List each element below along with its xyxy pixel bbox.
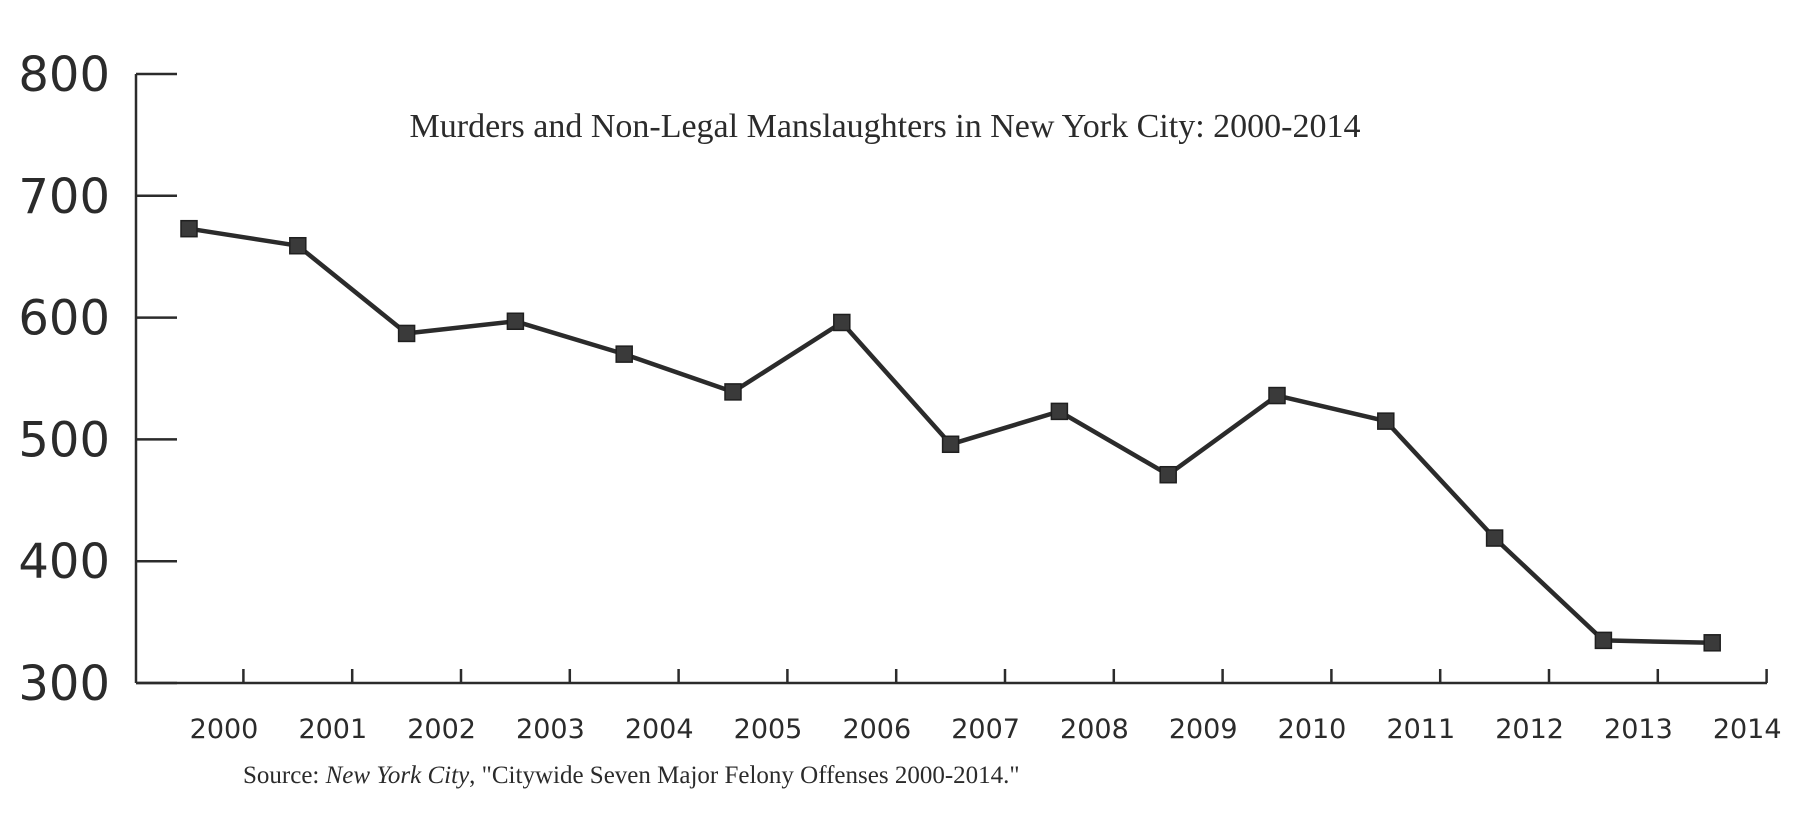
y-tick-group: 300 400 500 600 700 800 [18,47,177,712]
x-tick-label: 2003 [516,714,585,745]
source-suffix: , "Citywide Seven Major Felony Offenses … [469,762,1019,789]
source-note: Source: New York City, "Citywide Seven M… [243,762,1020,789]
x-tick-label: 2002 [407,714,476,745]
y-tick-label: 500 [18,412,110,468]
x-tick-label: 2006 [842,714,911,745]
data-point [1268,386,1286,405]
axes [134,74,1767,685]
source-publisher: New York City [325,762,470,789]
y-tick-label: 400 [18,534,110,590]
data-point [1485,529,1504,547]
x-tick-label: 2014 [1713,714,1782,745]
x-tick-label: 2007 [951,714,1020,745]
data-point [1594,631,1613,650]
data-point [1703,634,1721,652]
data-point [615,345,633,363]
y-tick-label: 700 [18,169,110,225]
x-tick-label: 2008 [1060,714,1129,745]
data-point [1050,402,1069,421]
data-point [724,383,742,401]
data-point [397,324,416,343]
y-tick-label: 800 [18,47,110,103]
x-tick-label: 2009 [1169,714,1238,745]
data-point [506,312,525,331]
x-tick-label: 2010 [1278,714,1347,745]
x-tick-label: 2004 [625,714,694,745]
data-point [941,435,960,454]
x-tick-label: 2013 [1604,714,1673,745]
x-tick-label: 2001 [298,714,367,745]
x-tick-label: 2005 [734,714,803,745]
data-point [1159,465,1177,484]
source-prefix: Source: [243,762,326,789]
data-point [180,219,198,238]
chart-title: Murders and Non-Legal Manslaughters in N… [410,108,1361,145]
data-point [833,313,851,332]
data-point [1377,412,1395,430]
x-tick-label: 2011 [1386,714,1455,745]
x-tick-group: 2000 2001 2002 2003 2004 2005 2006 2007 2008 2009… [190,669,1782,745]
y-tick-label: 300 [18,656,110,712]
marker-group [180,219,1721,652]
x-tick-label: 2012 [1495,714,1564,745]
data-point [289,236,307,255]
y-tick-label: 600 [18,291,110,347]
x-tick-label: 2000 [190,714,259,745]
